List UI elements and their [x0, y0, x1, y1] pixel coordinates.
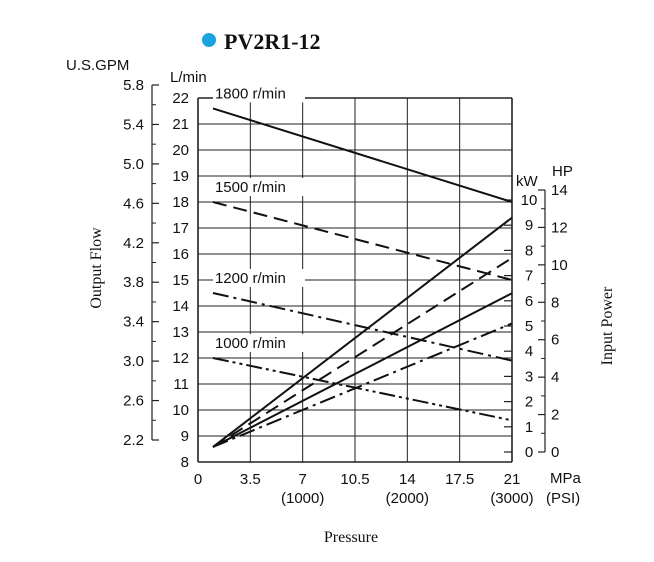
- kw-tick-label: 9: [525, 217, 533, 234]
- gpm-unit-label: U.S.GPM: [66, 57, 129, 74]
- hp-unit-label: HP: [552, 163, 573, 180]
- x-tick-label: 14: [399, 471, 416, 488]
- x-tick-psi-label: (2000): [386, 490, 429, 507]
- lmin-tick-label: 21: [172, 116, 189, 133]
- lmin-tick-label: 18: [172, 194, 189, 211]
- series-label-bg: [212, 334, 305, 352]
- hp-tick-label: 8: [551, 294, 559, 311]
- gpm-tick-label: 2.2: [123, 432, 144, 449]
- hp-tick-label: 4: [551, 369, 559, 386]
- series-label: 1500 r/min: [215, 179, 286, 196]
- hp-tick-label: 0: [551, 444, 559, 461]
- x-tick-label: 10.5: [340, 471, 369, 488]
- lmin-tick-label: 20: [172, 142, 189, 159]
- gpm-tick-label: 5.4: [123, 116, 144, 133]
- flow-series-line: [212, 357, 513, 422]
- gpm-tick-label: 4.6: [123, 195, 144, 212]
- flow-series-line: [212, 201, 513, 281]
- chart-title: PV2R1-12: [224, 29, 321, 54]
- series-label: 1000 r/min: [215, 335, 286, 352]
- kw-tick-label: 3: [525, 368, 533, 385]
- kw-tick-label: 7: [525, 268, 533, 285]
- mpa-unit-label: MPa: [550, 470, 582, 487]
- grid: [197, 97, 513, 463]
- lmin-tick-label: 12: [172, 350, 189, 367]
- series-label-bg: [212, 269, 305, 287]
- lmin-tick-label: 17: [172, 220, 189, 237]
- lmin-tick-label: 19: [172, 168, 189, 185]
- series-lines: 1800 r/min 1500 r/min 1200 r/min 1000 r/min: [212, 84, 513, 448]
- hp-tick-label: 10: [551, 257, 568, 274]
- kw-tick-label: 8: [525, 242, 533, 259]
- kw-tick-label: 2: [525, 394, 533, 411]
- lmin-unit-label: L/min: [170, 69, 207, 86]
- gpm-tick-label: 3.0: [123, 353, 144, 370]
- gpm-tick-label: 3.8: [123, 274, 144, 291]
- y2-axis-title: Input Power: [599, 286, 616, 365]
- x-tick-label: 0: [194, 471, 202, 488]
- x-tick-label: 3.5: [240, 471, 261, 488]
- hp-tick-label: 14: [551, 182, 568, 199]
- series-label: 1800 r/min: [215, 85, 286, 102]
- series-label: 1200 r/min: [215, 270, 286, 287]
- x-tick-psi-label: (1000): [281, 490, 324, 507]
- lmin-tick-label: 22: [172, 90, 189, 107]
- x-tick-label: 17.5: [445, 471, 474, 488]
- power-series-line: [212, 322, 513, 448]
- x-tick-psi-label: (3000): [490, 490, 533, 507]
- flow-series-line: [212, 292, 513, 362]
- kw-tick-label: 1: [525, 419, 533, 436]
- x-tick-label: 21: [504, 471, 521, 488]
- power-series-line: [212, 257, 513, 448]
- gpm-tick-label: 5.0: [123, 156, 144, 173]
- hp-tick-label: 12: [551, 219, 568, 236]
- power-series-line: [212, 216, 513, 448]
- series-label-bg: [212, 178, 305, 196]
- title-marker-icon: [202, 33, 216, 47]
- psi-unit-label: (PSI): [546, 490, 580, 507]
- power-series-line: [212, 292, 513, 448]
- axis-ticks: [151, 84, 546, 453]
- x-axis-title: Pressure: [324, 529, 378, 546]
- y-axis-title: Output Flow: [88, 227, 105, 309]
- axis-labels: 0 3.5 7(1000)10.5 14(2000)17.5 21(3000)89101…: [123, 77, 568, 507]
- gpm-tick-label: 3.4: [123, 314, 144, 331]
- hp-tick-label: 6: [551, 332, 559, 349]
- kw-tick-label: 0: [525, 444, 533, 461]
- kw-tick-label: 4: [525, 343, 533, 360]
- lmin-tick-label: 15: [172, 272, 189, 289]
- lmin-tick-label: 8: [181, 454, 189, 471]
- hp-tick-label: 2: [551, 407, 559, 424]
- lmin-tick-label: 16: [172, 246, 189, 263]
- gpm-tick-label: 4.2: [123, 235, 144, 252]
- lmin-tick-label: 13: [172, 324, 189, 341]
- kw-tick-label: 10: [521, 192, 538, 209]
- series-label-bg: [212, 84, 305, 103]
- gpm-tick-label: 2.6: [123, 393, 144, 410]
- lmin-tick-label: 11: [173, 376, 189, 393]
- kw-unit-label: kW: [516, 173, 539, 190]
- x-tick-label: 7: [298, 471, 306, 488]
- lmin-tick-label: 14: [172, 298, 189, 315]
- gpm-tick-label: 5.8: [123, 77, 144, 94]
- lmin-tick-label: 10: [172, 402, 189, 419]
- flow-series-line: [212, 107, 513, 203]
- lmin-tick-label: 9: [181, 428, 189, 445]
- kw-tick-label: 5: [525, 318, 533, 335]
- kw-tick-label: 6: [525, 293, 533, 310]
